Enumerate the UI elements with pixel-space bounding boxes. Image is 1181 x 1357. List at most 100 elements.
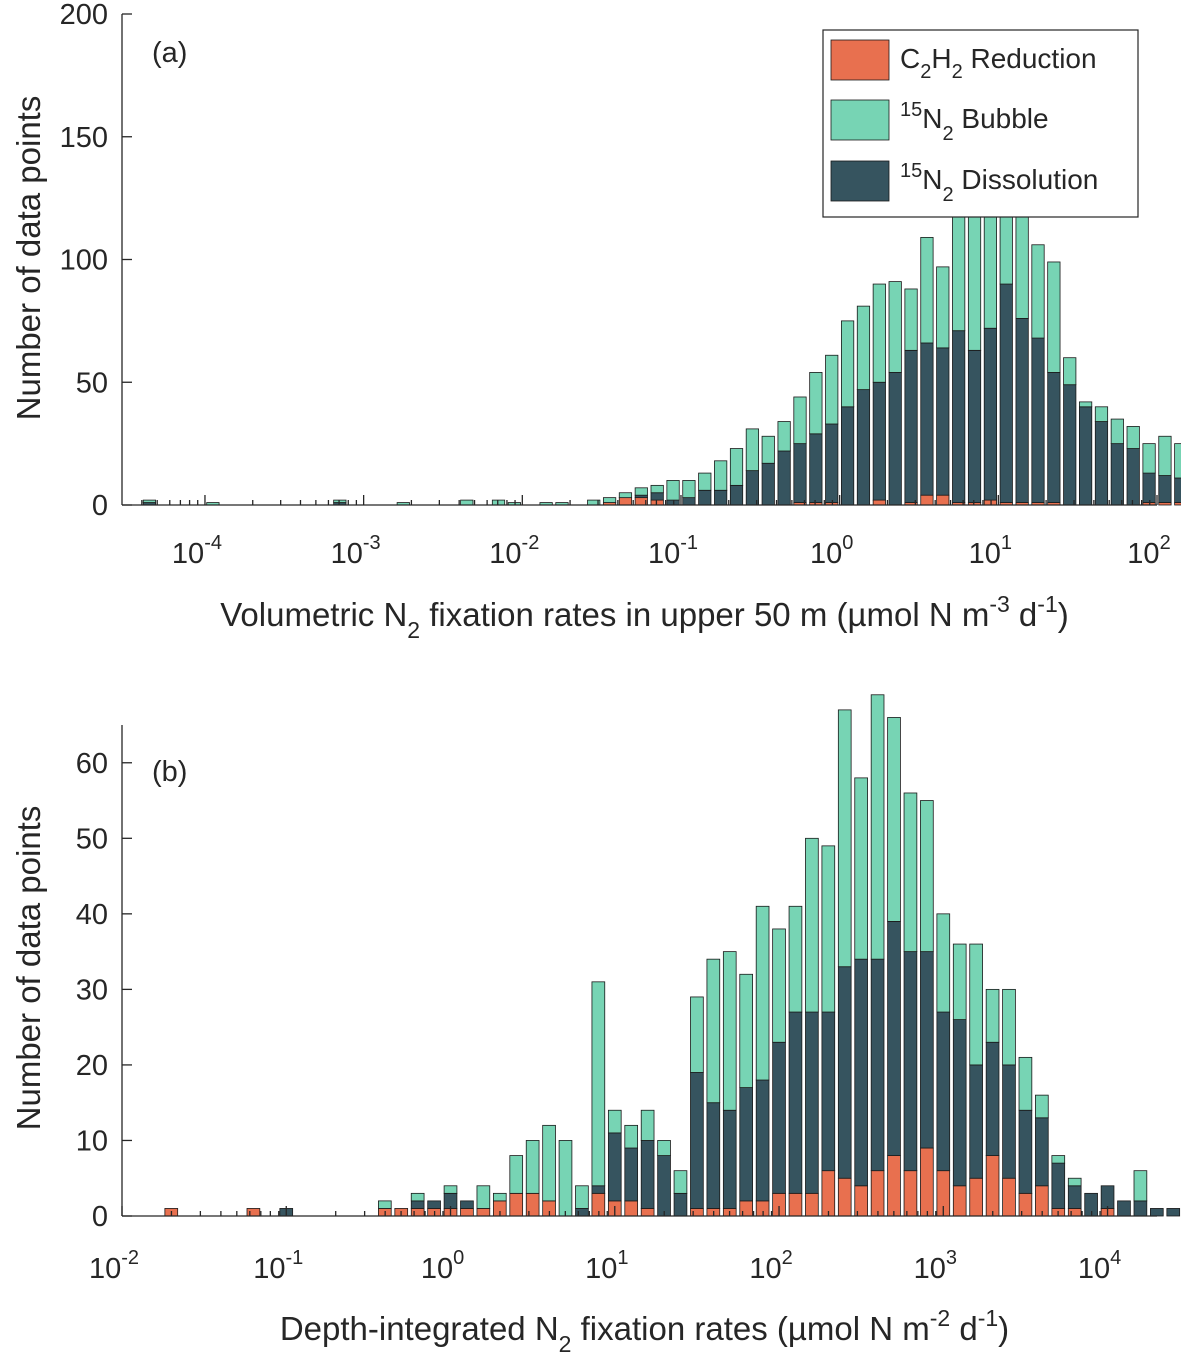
bar-bubble (904, 288, 918, 351)
bar-bubble (657, 1140, 671, 1156)
bar-c2h2 (1067, 1208, 1082, 1217)
bar-dissolution (1094, 421, 1109, 506)
legend-swatch-dissolution (830, 160, 890, 202)
bar-c2h2 (837, 1177, 852, 1217)
bar-c2h2 (525, 1192, 540, 1217)
bar-dissolution (1133, 1200, 1148, 1217)
bar-bubble (1002, 988, 1016, 1066)
bar-bubble (682, 480, 696, 499)
bar-bubble (698, 472, 712, 491)
x-axis-label: Volumetric N2 fixation rates in upper 50… (220, 591, 1069, 643)
bar-bubble (903, 792, 918, 953)
bar-c2h2 (410, 1208, 425, 1217)
x-tick-label: 10-1 (648, 532, 698, 570)
bar-dissolution (805, 1011, 819, 1194)
bar-bubble (1063, 357, 1077, 386)
bar-bubble (142, 499, 157, 503)
bar-dissolution (983, 327, 997, 501)
bar-dissolution (1126, 448, 1140, 506)
bar-bubble (591, 981, 606, 1187)
bar-bubble (460, 499, 474, 506)
bar-c2h2 (821, 1170, 836, 1217)
bar-bubble (856, 305, 871, 391)
bar-bubble (1031, 244, 1045, 339)
bar-bubble (837, 709, 852, 968)
bar-bubble (706, 958, 721, 1104)
bar-c2h2 (903, 1170, 918, 1217)
bar-dissolution (821, 1011, 836, 1172)
bar-dissolution (745, 470, 759, 506)
bar-dissolution (1018, 1109, 1033, 1194)
bar-bubble (761, 435, 775, 464)
bar-bubble (1047, 261, 1061, 373)
bar-dissolution (825, 423, 839, 503)
bar-bubble (805, 837, 819, 1013)
bar-bubble (690, 996, 704, 1073)
bar-dissolution (837, 966, 852, 1179)
bar-bubble (739, 973, 753, 1088)
bar-c2h2 (509, 1192, 524, 1217)
bar-dissolution (460, 1200, 474, 1209)
bar-bubble (920, 800, 934, 953)
bar-bubble (618, 492, 633, 499)
bar-dissolution (887, 921, 901, 1156)
bar-c2h2 (887, 1155, 901, 1217)
bar-c2h2 (640, 1208, 655, 1217)
bar-dissolution (698, 489, 712, 506)
bar-dissolution (640, 1140, 655, 1209)
bar-c2h2 (650, 499, 664, 506)
bar-bubble (410, 1192, 425, 1202)
y-tick-label: 150 (60, 122, 108, 154)
bar-dissolution (936, 1011, 951, 1172)
bar-bubble (887, 717, 901, 922)
bar-bubble (870, 694, 885, 960)
bar-bubble (1126, 426, 1140, 449)
bar-bubble (509, 1155, 524, 1194)
bar-bubble (666, 480, 680, 501)
bar-bubble (492, 1192, 507, 1202)
bar-bubble (936, 266, 950, 349)
bar-dissolution (410, 1200, 425, 1209)
bar-c2h2 (460, 1208, 474, 1217)
bar-dissolution (1100, 1185, 1115, 1209)
bar-c2h2 (476, 1208, 491, 1217)
bar-dissolution (1051, 1162, 1066, 1209)
panel-a: 0 50 100 150 200 10-4 10-3 10-2 10-1 100 101 102 (a)… (10, 0, 1181, 643)
bar-dissolution (872, 381, 886, 501)
bar-bubble (888, 281, 902, 373)
bar-bubble (788, 905, 803, 1013)
x-tick-label: 10-2 (89, 1247, 139, 1285)
bar-bubble (936, 913, 951, 1013)
bar-dissolution (1047, 372, 1061, 503)
x-tick-label: 10-3 (331, 532, 381, 570)
bar-bubble (1133, 1170, 1148, 1202)
bar-dissolution (904, 349, 918, 503)
legend-label-bubble: 15N2 Bubble (900, 99, 1049, 145)
bar-dissolution (856, 389, 871, 506)
bar-dissolution (575, 1208, 589, 1217)
bar-bubble (575, 1185, 589, 1209)
bar-c2h2 (872, 499, 886, 506)
bar-bubble (969, 943, 983, 1066)
bar-c2h2 (969, 1177, 983, 1217)
bar-dissolution (841, 406, 855, 506)
bar-dissolution (657, 1155, 671, 1217)
bar-bubble (602, 497, 617, 503)
bar-bubble (841, 320, 855, 408)
bar-bubble (333, 499, 347, 503)
bar-bubble (952, 943, 967, 1020)
legend-swatch-c2h2 (830, 39, 890, 81)
bar-dissolution (952, 330, 966, 503)
y-tick-label: 0 (92, 1201, 108, 1233)
bar-dissolution (1031, 337, 1045, 503)
bar-dissolution (985, 1041, 1000, 1156)
bar-bubble (640, 1109, 655, 1141)
panel-label: (a) (152, 37, 187, 69)
bar-bubble (777, 421, 791, 452)
y-tick-label: 40 (76, 899, 108, 931)
bar-dissolution (607, 1132, 622, 1202)
x-tick-label: 10-2 (489, 532, 539, 570)
y-tick-label: 20 (76, 1050, 108, 1082)
legend-swatch-bubble (830, 99, 890, 141)
